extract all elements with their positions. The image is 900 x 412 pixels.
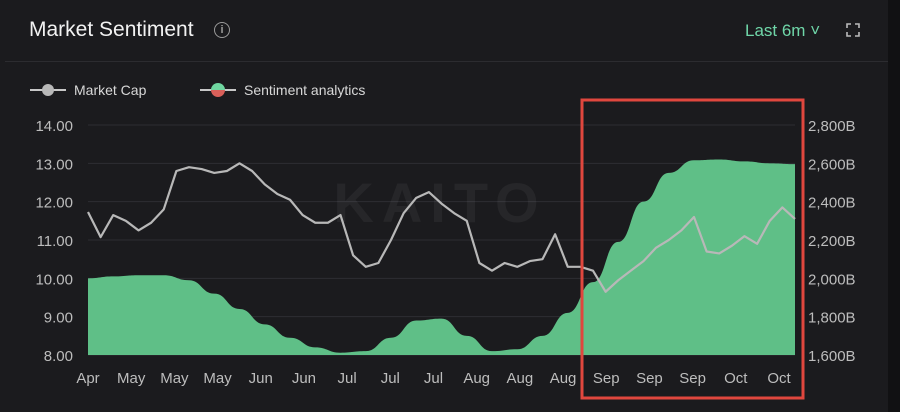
legend-label: Sentiment analytics — [244, 82, 366, 98]
legend-label: Market Cap — [74, 82, 147, 98]
x-tick: Jul — [338, 370, 357, 387]
y-right-tick: 2,800B — [808, 118, 856, 135]
x-tick: Jul — [381, 370, 400, 387]
y-left-tick: 12.00 — [35, 195, 73, 212]
y-left-tick: 10.00 — [35, 271, 73, 288]
card-title: Market Sentiment — [29, 18, 194, 41]
y-right-tick: 2,600B — [808, 156, 856, 173]
highlight-box — [580, 98, 805, 400]
x-tick: Oct — [724, 370, 748, 387]
x-tick: Sep — [593, 370, 620, 387]
x-tick: Jun — [292, 370, 316, 387]
sentiment-legend-icon — [200, 83, 236, 97]
sentiment-area — [88, 159, 795, 355]
y-right-tick: 2,400B — [808, 195, 856, 212]
x-tick: Sep — [679, 370, 706, 387]
y-left-tick: 14.00 — [35, 118, 73, 135]
x-tick: Apr — [76, 370, 99, 387]
y-left-tick: 11.00 — [37, 233, 73, 250]
x-tick: May — [203, 370, 232, 387]
y-right-tick: 2,200B — [808, 233, 856, 250]
y-left-tick: 8.00 — [44, 348, 73, 365]
y-right-tick: 1,600B — [808, 348, 856, 365]
y-left-tick: 9.00 — [44, 310, 73, 327]
legend-sentiment[interactable]: Sentiment analytics — [200, 82, 365, 98]
info-icon[interactable]: i — [214, 22, 230, 38]
watermark: KAITO — [333, 171, 546, 234]
x-tick: Sep — [636, 370, 663, 387]
header-divider — [5, 61, 888, 62]
expand-icon[interactable] — [846, 23, 860, 37]
x-tick: Jul — [424, 370, 443, 387]
market-cap-legend-icon — [30, 84, 66, 96]
scrollbar-track — [888, 0, 900, 412]
x-tick: Aug — [463, 370, 490, 387]
y-right-tick: 2,000B — [808, 271, 856, 288]
x-tick: Oct — [767, 370, 791, 387]
x-tick: Jun — [249, 370, 273, 387]
legend-market-cap[interactable]: Market Cap — [30, 82, 146, 98]
x-tick: May — [117, 370, 146, 387]
x-tick: Aug — [507, 370, 534, 387]
y-right-tick: 1,800B — [808, 310, 856, 327]
y-left-tick: 13.00 — [35, 156, 73, 173]
x-tick: May — [160, 370, 189, 387]
market-cap-line — [87, 162, 796, 293]
time-range-dropdown[interactable]: Last 6m ˅ — [745, 21, 821, 40]
x-tick: Aug — [550, 370, 577, 387]
